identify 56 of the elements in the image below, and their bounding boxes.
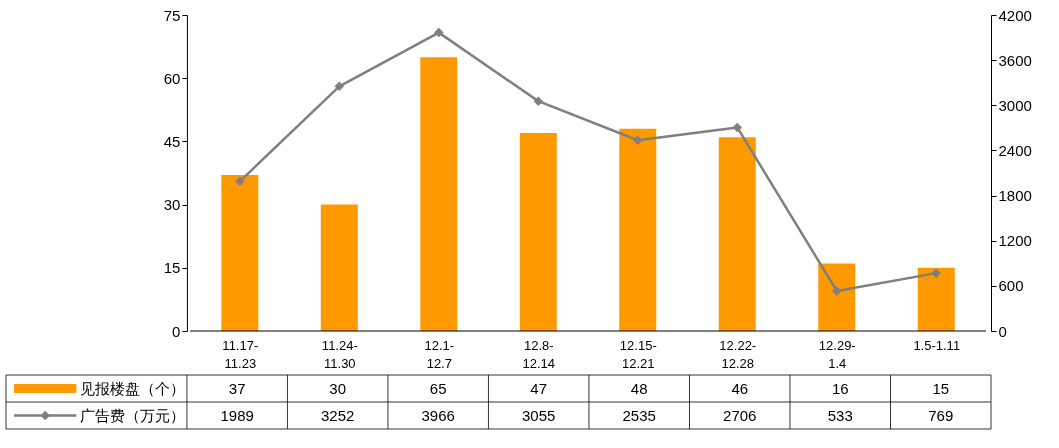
- y2-tick-label: 0: [998, 322, 1007, 340]
- data-label: 30: [329, 379, 347, 397]
- y-tick-label: 75: [163, 6, 181, 24]
- x-tick-label: 12.22-12.28: [719, 337, 757, 371]
- y2-tick-label: 3600: [998, 51, 1032, 69]
- x-tick-label: 12.1-12.7: [424, 337, 455, 371]
- y2-tick-label: 3000: [998, 96, 1032, 114]
- bar: [718, 137, 756, 331]
- data-label: 46: [731, 379, 749, 397]
- y2-tick-label: 1200: [998, 232, 1032, 250]
- data-label: 47: [530, 379, 548, 397]
- bar: [519, 132, 557, 331]
- x-tick-label: 11.24-11.30: [321, 337, 358, 371]
- point: [434, 27, 444, 38]
- data-label: 15: [932, 379, 950, 397]
- point: [633, 135, 643, 146]
- legend-label: 广告费（万元）: [80, 406, 186, 424]
- point: [832, 286, 842, 296]
- point: [533, 96, 544, 106]
- bar: [818, 263, 856, 331]
- data-label: 65: [429, 379, 447, 397]
- x-tick-label: 12.8-12.14: [522, 337, 556, 371]
- y-tick-label: 45: [163, 132, 181, 150]
- point: [931, 268, 941, 278]
- y-tick-label: 30: [163, 196, 181, 214]
- data-label: 3252: [321, 406, 355, 424]
- bar: [320, 204, 358, 331]
- data-label: 1989: [220, 406, 254, 424]
- x-tick-label: 11.17-11.23: [222, 337, 259, 371]
- legend-label: 见报楼盘（个）: [80, 379, 186, 397]
- y-tick-label: 60: [163, 69, 181, 87]
- data-label: 769: [928, 406, 954, 424]
- y-tick-label: 15: [163, 259, 181, 277]
- y2-tick-label: 2400: [998, 141, 1032, 159]
- y-tick-label: 0: [172, 322, 181, 340]
- bar: [221, 175, 259, 331]
- data-label: 3055: [522, 406, 556, 424]
- point: [334, 81, 345, 92]
- bar: [917, 267, 955, 331]
- bar: [420, 57, 458, 331]
- y2-tick-label: 1800: [998, 187, 1032, 205]
- point: [235, 176, 245, 187]
- data-label: 2535: [622, 406, 656, 424]
- data-label: 3966: [421, 406, 455, 424]
- x-tick-label: 1.5-1.11: [913, 337, 961, 353]
- bar: [619, 128, 657, 331]
- data-label: 16: [831, 379, 849, 397]
- x-tick-label: 12.29-1.4: [818, 337, 856, 371]
- y2-tick-label: 600: [998, 277, 1024, 295]
- data-label: 37: [228, 379, 246, 397]
- data-label: 48: [630, 379, 648, 397]
- y2-tick-label: 4200: [998, 6, 1032, 24]
- point: [732, 122, 743, 133]
- data-label: 2706: [723, 406, 757, 424]
- data-label: 533: [827, 406, 853, 424]
- x-tick-label: 12.15-12.21: [619, 337, 657, 371]
